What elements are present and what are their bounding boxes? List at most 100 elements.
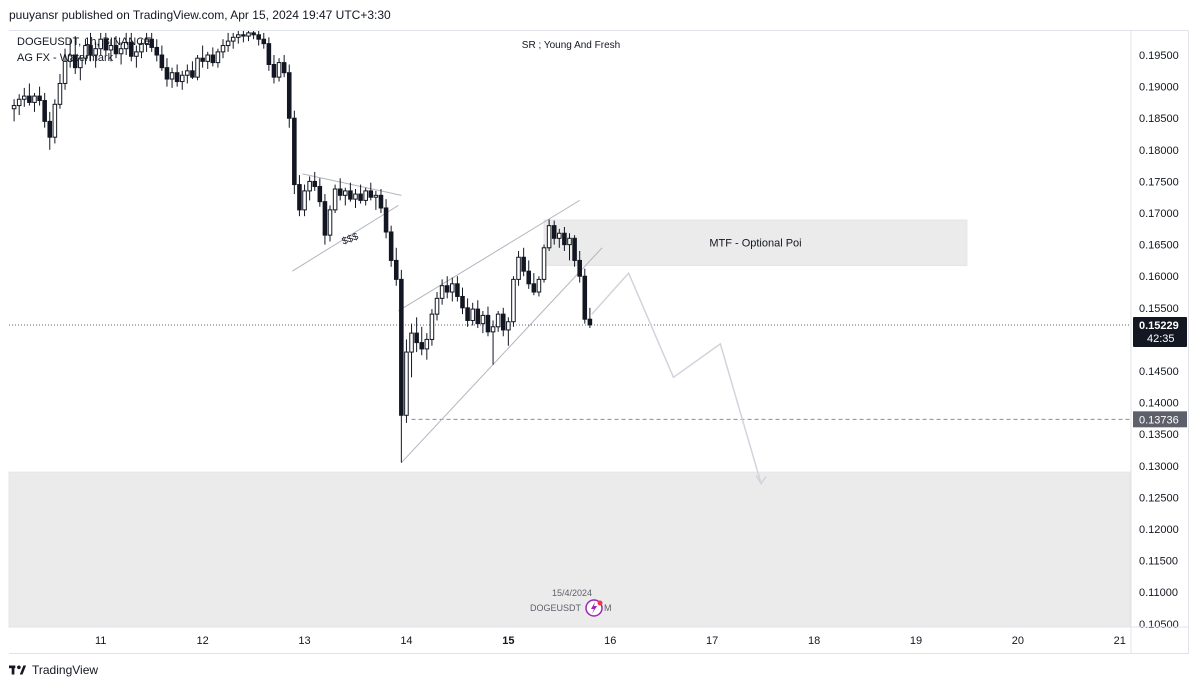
x-tick-label: 18 — [808, 635, 820, 647]
candle-body — [164, 67, 170, 80]
zone-0 — [543, 219, 968, 266]
y-tick-label: 0.14500 — [1139, 366, 1179, 378]
candle-body — [230, 36, 236, 42]
candle-body — [190, 70, 195, 78]
ticker-suffix: M — [604, 603, 612, 613]
candle-body — [327, 209, 333, 236]
level-value: 0.13736 — [1139, 414, 1179, 426]
candle-body — [266, 43, 272, 65]
candle-body — [393, 259, 399, 280]
candle-body — [343, 190, 348, 196]
candle-body — [154, 46, 160, 56]
trendline-1 — [292, 205, 399, 272]
candle-body — [144, 38, 149, 45]
candle-body — [169, 72, 175, 80]
candle-body — [404, 351, 409, 416]
candle-body — [195, 57, 200, 78]
candle-body — [261, 38, 267, 45]
tradingview-logo[interactable]: TradingView — [9, 663, 98, 677]
candle-body — [424, 338, 430, 350]
candle-body — [241, 34, 246, 37]
x-tick-label: 11 — [95, 635, 106, 647]
candle-body — [149, 38, 154, 48]
candle-body — [434, 297, 440, 315]
candle-body — [185, 70, 190, 76]
trendline-2 — [398, 199, 580, 312]
x-tick-label: 16 — [604, 635, 616, 647]
candle-body — [139, 43, 144, 53]
candle-body — [516, 256, 521, 280]
candle-body — [511, 278, 516, 323]
tradingview-brand: TradingView — [32, 663, 99, 677]
candle-body — [353, 193, 358, 200]
candle-body — [88, 45, 93, 56]
candle-body — [159, 54, 165, 69]
date-label: 15/4/2024 — [552, 588, 592, 598]
candle-body — [546, 225, 552, 249]
candle-body — [11, 105, 17, 110]
candle-body — [47, 120, 53, 138]
candle-body — [399, 278, 404, 416]
candle-body — [108, 45, 114, 51]
y-tick-label: 0.17500 — [1139, 176, 1179, 188]
candle-body — [83, 45, 88, 59]
candle-body — [52, 103, 58, 138]
candle-body — [429, 313, 435, 340]
trendline-3 — [400, 247, 603, 464]
countdown-value: 42:35 — [1147, 333, 1175, 345]
candle-body — [98, 38, 104, 50]
candle-body — [93, 48, 98, 56]
candle-body — [322, 201, 328, 236]
candle-body — [57, 82, 63, 105]
y-tick-label: 0.11000 — [1139, 587, 1178, 599]
top-note: SR ; Young And Fresh — [522, 40, 620, 51]
candle-body — [465, 307, 470, 321]
candle-body — [286, 72, 292, 119]
candle-body — [485, 314, 491, 333]
candle-body — [373, 194, 379, 198]
y-tick-label: 0.14000 — [1139, 398, 1179, 410]
candle-body — [460, 295, 465, 309]
level-badge — [1133, 411, 1187, 428]
candle-body — [557, 232, 562, 239]
lightning-bolt-icon — [591, 602, 597, 614]
candle-body — [444, 285, 450, 293]
candle-body — [312, 180, 318, 187]
y-tick-label: 0.16000 — [1139, 271, 1179, 283]
candle-body — [72, 54, 78, 69]
candle-body — [378, 194, 384, 209]
tradingview-icon — [9, 665, 27, 675]
candle-body — [220, 45, 226, 53]
candle-body — [531, 283, 537, 293]
candle-body — [302, 190, 307, 211]
candle-body — [455, 283, 460, 297]
current-price-value: 0.15229 — [1139, 320, 1179, 332]
ticker-label: DOGEUSDT — [530, 603, 582, 613]
candle-body — [174, 72, 180, 83]
candle-body — [246, 32, 251, 37]
candle-body — [62, 60, 68, 84]
y-tick-label: 0.12500 — [1139, 492, 1179, 504]
text-layer: MTF - Optional Poi $$$ DOGEUSDT, 1h, BINAN… — [17, 36, 802, 617]
y-tick-label: 0.15500 — [1139, 303, 1179, 315]
candle-body — [271, 63, 277, 78]
candle-body — [210, 54, 216, 64]
candle-body — [495, 313, 501, 328]
candle-body — [78, 57, 83, 69]
candles-layer — [11, 31, 593, 463]
candle-body — [113, 45, 119, 55]
candle-body — [37, 95, 42, 102]
y-tick-label: 0.11500 — [1139, 556, 1178, 568]
candle-body — [129, 41, 134, 57]
current-price-badge — [1133, 316, 1187, 347]
candle-body — [521, 256, 526, 272]
y-tick-label: 0.10500 — [1139, 619, 1179, 631]
x-tick-label: 17 — [706, 635, 718, 647]
candle-body — [409, 332, 414, 353]
candle-body — [348, 190, 353, 200]
trendline-0 — [302, 173, 402, 196]
candle-body — [179, 74, 185, 83]
alert-dot-icon — [597, 600, 603, 606]
y-tick-label: 0.13500 — [1139, 429, 1179, 441]
